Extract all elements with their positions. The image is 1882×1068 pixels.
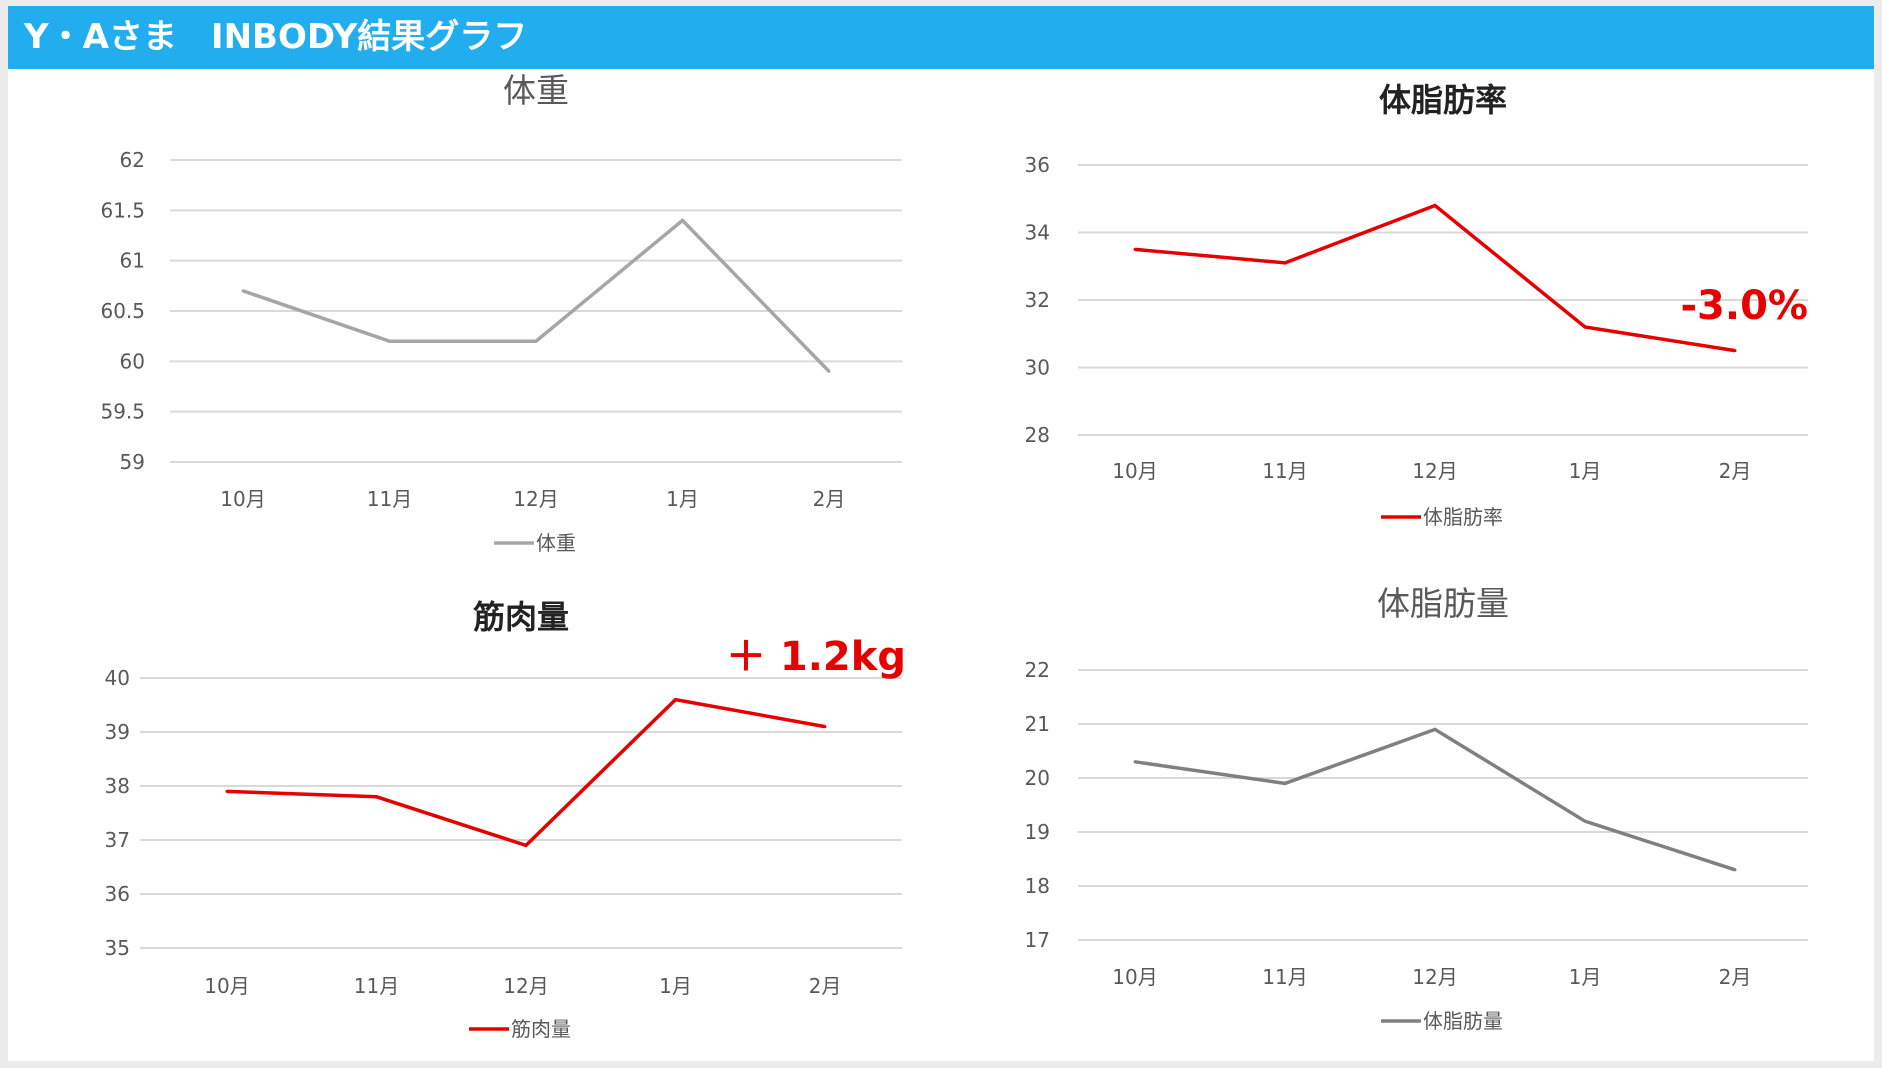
- x-tick-label: 12月: [503, 974, 548, 998]
- x-tick-label: 2月: [1719, 459, 1752, 483]
- data-point: [1433, 727, 1437, 731]
- y-tick-label: 30: [1025, 356, 1050, 380]
- legend: 体脂肪率: [1381, 505, 1503, 529]
- x-tick-label: 1月: [1569, 459, 1602, 483]
- y-tick-label: 39: [105, 720, 130, 744]
- series-line: [1134, 203, 1736, 353]
- data-point: [1583, 819, 1587, 823]
- y-tick-label: 17: [1025, 928, 1050, 952]
- x-tick-label: 12月: [513, 487, 558, 511]
- series-line: [242, 218, 831, 373]
- x-tick-label: 2月: [1719, 965, 1752, 989]
- y-tick-label: 18: [1025, 874, 1050, 898]
- data-point: [388, 339, 391, 343]
- legend-label: 体重: [536, 531, 576, 555]
- x-tick-label: 1月: [666, 487, 699, 511]
- x-tick-label: 2月: [809, 974, 842, 998]
- header-bar: Y・Aさま INBODY結果グラフ: [8, 6, 1874, 69]
- y-tick-label: 19: [1025, 820, 1050, 844]
- y-tick-label: 62: [120, 148, 145, 172]
- data-point: [823, 725, 827, 729]
- y-tick-label: 59: [120, 450, 145, 474]
- y-tick-label: 36: [105, 882, 130, 906]
- x-tick-label: 11月: [1262, 965, 1307, 989]
- page-title: Y・Aさま INBODY結果グラフ: [24, 17, 528, 57]
- chart-title: 体脂肪率: [1379, 81, 1507, 119]
- y-tick-label: 35: [105, 936, 130, 960]
- data-point: [1583, 325, 1587, 329]
- report-frame: Y・Aさま INBODY結果グラフ: [8, 6, 1874, 1061]
- x-tick-label: 11月: [367, 487, 412, 511]
- y-tick-label: 20: [1025, 766, 1050, 790]
- chart-title: 筋肉量: [473, 598, 569, 636]
- x-tick-label: 11月: [1262, 459, 1307, 483]
- y-tick-label: 34: [1025, 221, 1050, 245]
- series-line: [1134, 727, 1736, 872]
- data-point: [524, 843, 528, 847]
- data-point: [241, 289, 245, 293]
- x-tick-label: 12月: [1412, 965, 1457, 989]
- legend: 体重: [494, 531, 576, 555]
- y-tick-label: 59.5: [100, 400, 145, 424]
- data-point: [674, 698, 677, 702]
- data-point: [225, 789, 229, 793]
- y-tick-label: 22: [1025, 658, 1050, 682]
- data-point: [534, 339, 538, 343]
- data-point: [1433, 204, 1437, 207]
- legend-label: 体脂肪量: [1423, 1009, 1503, 1033]
- data-point: [1733, 868, 1737, 872]
- legend: 筋肉量: [469, 1017, 571, 1041]
- x-tick-label: 1月: [659, 974, 692, 998]
- x-tick-label: 10月: [1112, 965, 1157, 989]
- change-annotation: ＋ 1.2kg: [726, 634, 906, 680]
- chart-title: 体脂肪量: [1377, 584, 1509, 623]
- y-tick-label: 40: [105, 666, 130, 690]
- x-tick-label: 10月: [1112, 459, 1157, 483]
- data-point: [1733, 349, 1737, 353]
- y-tick-label: 28: [1025, 423, 1050, 447]
- legend-label: 筋肉量: [511, 1017, 571, 1041]
- x-tick-label: 12月: [1412, 459, 1457, 483]
- y-tick-label: 32: [1025, 288, 1050, 312]
- x-tick-label: 1月: [1569, 965, 1602, 989]
- y-tick-label: 38: [105, 774, 130, 798]
- y-tick-label: 61.5: [100, 198, 145, 222]
- y-tick-label: 36: [1025, 153, 1050, 177]
- y-tick-label: 61: [120, 249, 145, 273]
- y-tick-label: 60.5: [100, 299, 145, 323]
- x-tick-label: 2月: [813, 487, 846, 511]
- data-point: [1283, 781, 1287, 785]
- data-point: [1283, 261, 1287, 265]
- data-point: [375, 795, 378, 799]
- data-point: [1133, 247, 1137, 251]
- x-tick-label: 10月: [220, 487, 265, 511]
- series-line: [226, 697, 826, 848]
- legend: 体脂肪量: [1381, 1009, 1503, 1033]
- chart-title: 体重: [503, 71, 569, 110]
- legend-label: 体脂肪率: [1423, 505, 1503, 529]
- y-tick-label: 60: [120, 349, 145, 373]
- data-point: [681, 218, 684, 222]
- x-tick-label: 11月: [354, 974, 399, 998]
- data-point: [827, 369, 831, 373]
- y-tick-label: 21: [1025, 712, 1050, 736]
- x-tick-label: 10月: [204, 974, 249, 998]
- y-tick-label: 37: [105, 828, 130, 852]
- data-point: [1133, 760, 1137, 764]
- change-annotation: -3.0%: [1680, 283, 1808, 329]
